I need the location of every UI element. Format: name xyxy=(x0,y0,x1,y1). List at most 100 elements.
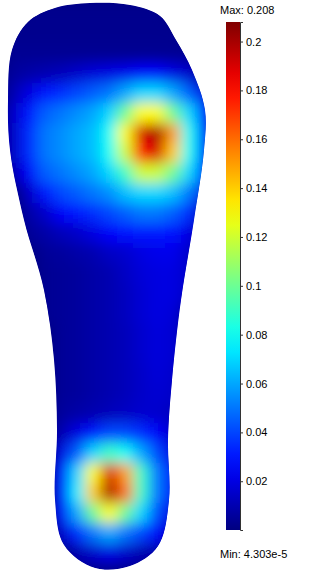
heat-cell xyxy=(101,443,119,465)
heat-cell xyxy=(85,483,103,505)
heat-cell xyxy=(53,243,71,265)
heat-cell xyxy=(69,243,87,265)
heat-cell xyxy=(117,143,135,165)
heat-cell xyxy=(117,183,135,205)
heat-cell xyxy=(53,183,71,205)
heat-cell xyxy=(101,343,119,365)
colorbar-tick-label: 0.18 xyxy=(246,84,267,96)
heat-cell xyxy=(133,303,151,325)
heat-cell xyxy=(101,103,119,125)
heat-cell xyxy=(133,343,151,365)
heat-cell xyxy=(85,383,103,405)
heat-cell xyxy=(85,23,103,45)
heat-cell xyxy=(165,63,183,85)
heat-cell xyxy=(37,83,55,105)
heat-cell xyxy=(53,83,71,105)
heat-cell xyxy=(53,143,71,165)
heat-cell xyxy=(117,323,135,345)
heat-cell xyxy=(133,243,151,265)
heat-cell xyxy=(117,463,135,485)
heat-cell xyxy=(21,3,39,25)
heat-cell xyxy=(197,143,215,165)
heat-cell xyxy=(197,83,215,105)
colorbar-min-label: Min: 4.303e-5 xyxy=(220,548,287,560)
heat-cell xyxy=(69,43,87,65)
heat-cell xyxy=(149,523,167,545)
heat-cell xyxy=(85,523,103,545)
heat-cell xyxy=(101,423,119,445)
heat-cell xyxy=(69,163,87,185)
heat-cell xyxy=(165,143,183,165)
heat-cell xyxy=(85,123,103,145)
colorbar xyxy=(226,22,240,530)
heat-cell xyxy=(117,163,135,185)
heat-cell xyxy=(149,383,167,405)
colorbar-tick: 0.14 xyxy=(240,182,267,194)
heat-cell xyxy=(21,103,39,125)
heat-cell xyxy=(181,83,199,105)
heat-cell xyxy=(101,83,119,105)
colorbar-tick-mark xyxy=(240,384,243,385)
heat-cell xyxy=(133,83,151,105)
heat-cell xyxy=(133,463,151,485)
heat-cell xyxy=(85,163,103,185)
heat-cell xyxy=(85,263,103,285)
heat-cell xyxy=(101,23,119,45)
heat-cell xyxy=(133,23,151,45)
heat-cell xyxy=(53,263,71,285)
heat-cell xyxy=(149,103,167,125)
heat-cell xyxy=(117,223,135,245)
heat-cell xyxy=(5,43,23,65)
heat-cell xyxy=(101,503,119,525)
chart-container: 0.020.040.060.080.10.120.140.160.180.2Ma… xyxy=(0,0,326,572)
heat-cell xyxy=(165,383,183,405)
heat-cell xyxy=(149,223,167,245)
heat-cell xyxy=(117,63,135,85)
heat-cell xyxy=(133,443,151,465)
heat-cell xyxy=(181,43,199,65)
heat-cell xyxy=(53,323,71,345)
heat-cell xyxy=(165,183,183,205)
colorbar-tick-label: 0.04 xyxy=(246,426,267,438)
heat-cell xyxy=(165,503,183,525)
heat-cell xyxy=(133,3,151,25)
heat-cell xyxy=(5,83,23,105)
heat-cell xyxy=(37,243,55,265)
heat-cell xyxy=(133,523,151,545)
heat-cell xyxy=(21,163,39,185)
heat-cell xyxy=(165,423,183,445)
heat-cell xyxy=(117,443,135,465)
heat-cell xyxy=(117,43,135,65)
heat-cell xyxy=(117,243,135,265)
heat-cell xyxy=(165,283,183,305)
colorbar-tick-label: 0.12 xyxy=(246,231,267,243)
heat-cell xyxy=(133,43,151,65)
heat-cell xyxy=(53,223,71,245)
colorbar-tick-label: 0.08 xyxy=(246,329,267,341)
heat-cell xyxy=(149,43,167,65)
heat-cell xyxy=(117,383,135,405)
heat-cell xyxy=(53,23,71,45)
heat-cell xyxy=(37,63,55,85)
heat-cell xyxy=(165,323,183,345)
heat-cell xyxy=(69,303,87,325)
heat-cell xyxy=(133,103,151,125)
heat-cell xyxy=(181,263,199,285)
heat-cell xyxy=(181,203,199,225)
heat-cell xyxy=(53,523,71,545)
heat-cell xyxy=(149,263,167,285)
heat-cell xyxy=(149,363,167,385)
heat-cell xyxy=(165,223,183,245)
heat-cell xyxy=(101,263,119,285)
heat-cell xyxy=(181,63,199,85)
colorbar-tick: 0.2 xyxy=(240,36,261,48)
heat-cell xyxy=(165,363,183,385)
heat-cell xyxy=(53,303,71,325)
heat-cell xyxy=(133,63,151,85)
colorbar-tick-label: 0.14 xyxy=(246,182,267,194)
colorbar-axis: 0.020.040.060.080.10.120.140.160.180.2 xyxy=(240,23,267,531)
colorbar-tick-mark xyxy=(240,481,243,482)
heat-cell xyxy=(133,363,151,385)
heat-cell xyxy=(181,243,199,265)
colorbar-tick-mark xyxy=(240,90,243,91)
